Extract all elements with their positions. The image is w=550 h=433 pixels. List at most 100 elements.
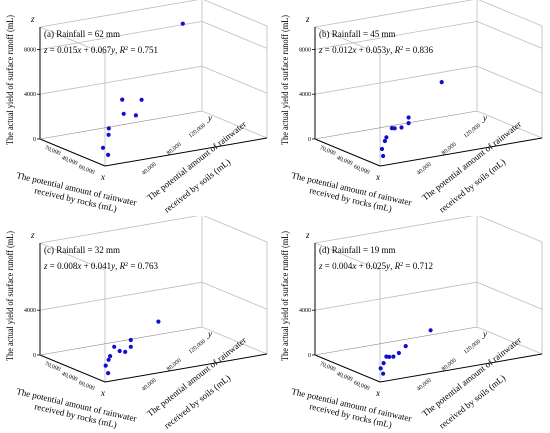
grid-line bbox=[39, 242, 106, 271]
grid-line bbox=[314, 65, 478, 95]
z-axis-letter: z bbox=[305, 14, 310, 24]
y-axis bbox=[104, 353, 268, 383]
y-axis bbox=[379, 353, 543, 383]
grid-line bbox=[314, 0, 474, 28]
y-tick-label: 40,000 bbox=[416, 378, 433, 393]
x-axis-letter: x bbox=[375, 388, 380, 398]
data-point bbox=[391, 354, 396, 359]
data-point bbox=[379, 146, 385, 152]
x-axis-letter: x bbox=[375, 172, 380, 182]
data-point bbox=[117, 348, 122, 354]
regression-equation: z = 0.004x + 0.025y, R2 = 0.712 bbox=[318, 261, 433, 271]
x-tick-label: 70,000 bbox=[319, 361, 337, 373]
y-tick-label: 40,000 bbox=[141, 378, 158, 393]
x-axis-letter: x bbox=[100, 388, 105, 398]
z-axis-label: The actual yield of surface runoff (mL) bbox=[5, 231, 15, 361]
data-point bbox=[128, 344, 133, 349]
data-point bbox=[108, 354, 113, 359]
grid-line bbox=[39, 0, 199, 28]
y-axis-letter: y bbox=[482, 329, 487, 339]
data-point bbox=[106, 371, 111, 376]
grid-line bbox=[201, 21, 268, 49]
grid-line bbox=[201, 326, 268, 355]
grid-line bbox=[203, 216, 268, 243]
data-point bbox=[112, 344, 117, 349]
x-tick-label: 40,000 bbox=[61, 371, 79, 383]
y-tick-label: 120,000 bbox=[463, 339, 482, 356]
z-axis-label: The actual yield of surface runoff (mL) bbox=[5, 15, 15, 145]
data-point bbox=[384, 135, 389, 140]
x-axis bbox=[39, 354, 106, 383]
panel-title: (a) Rainfall = 62 mm bbox=[44, 29, 120, 39]
floor-edge bbox=[39, 110, 203, 140]
grid-line bbox=[39, 65, 203, 95]
grid-line bbox=[39, 26, 106, 55]
y-tick-label: 120,000 bbox=[463, 123, 482, 140]
data-point bbox=[387, 354, 392, 359]
z-tick-label: 0 bbox=[308, 353, 311, 359]
x-tick-label: 60,000 bbox=[353, 380, 371, 392]
z-axis-letter: z bbox=[305, 230, 310, 240]
grid-line bbox=[476, 110, 543, 139]
x-tick-label: 70,000 bbox=[319, 145, 337, 157]
data-point bbox=[382, 138, 387, 144]
regression-equation: z = 0.015x + 0.067y, R2 = 0.751 bbox=[43, 45, 158, 55]
x-tick-label: 40,000 bbox=[336, 371, 354, 383]
x-tick-label: 60,000 bbox=[353, 164, 371, 176]
data-point bbox=[392, 126, 397, 131]
panel-title: (c) Rainfall = 32 mm bbox=[44, 245, 120, 255]
z-tick-label: 0 bbox=[33, 353, 36, 359]
z-axis-letter: z bbox=[30, 14, 35, 24]
data-point bbox=[106, 132, 111, 137]
x-tick-label: 70,000 bbox=[44, 145, 62, 157]
z-tick-label: 0 bbox=[308, 137, 311, 143]
panel-title: (b) Rainfall = 45 mm bbox=[319, 29, 396, 39]
z-tick-label: 4000 bbox=[299, 92, 311, 98]
grid-line bbox=[478, 216, 543, 243]
y-tick-label: 40,000 bbox=[416, 162, 433, 177]
grid-line bbox=[39, 216, 199, 244]
y-axis bbox=[104, 137, 268, 167]
y-axis-letter: y bbox=[207, 329, 212, 339]
data-point bbox=[139, 97, 144, 102]
data-point bbox=[180, 21, 185, 26]
grid-line bbox=[314, 26, 381, 55]
data-point bbox=[100, 145, 106, 150]
data-point bbox=[399, 125, 404, 130]
regression-equation: z = 0.008x + 0.041y, R2 = 0.763 bbox=[43, 261, 158, 271]
y-tick-label: 120,000 bbox=[188, 123, 207, 140]
data-point bbox=[378, 366, 383, 371]
data-point bbox=[106, 152, 111, 157]
y-axis-letter: y bbox=[482, 113, 487, 123]
grid-line bbox=[476, 65, 543, 94]
data-point bbox=[133, 113, 138, 118]
grid-line bbox=[203, 0, 268, 27]
data-point bbox=[156, 319, 161, 324]
grid-line bbox=[201, 281, 268, 310]
data-point bbox=[120, 97, 125, 102]
grid-line bbox=[314, 21, 478, 50]
z-tick-label: 4000 bbox=[24, 92, 36, 98]
grid-line bbox=[201, 110, 268, 139]
grid-line bbox=[314, 216, 474, 244]
data-point bbox=[403, 344, 408, 349]
data-point bbox=[428, 328, 433, 333]
floor-edge bbox=[314, 110, 478, 140]
grid-line bbox=[314, 281, 478, 311]
x-tick-label: 70,000 bbox=[44, 361, 62, 373]
data-point bbox=[381, 361, 386, 366]
x-tick-label: 40,000 bbox=[61, 155, 79, 167]
floor-edge bbox=[314, 326, 478, 356]
panel-title: (d) Rainfall = 19 mm bbox=[319, 245, 396, 255]
y-tick-label: 120,000 bbox=[188, 339, 207, 356]
grid-line bbox=[476, 281, 543, 310]
grid-line bbox=[39, 21, 203, 50]
z-tick-label: 0 bbox=[33, 137, 36, 143]
grid-line bbox=[201, 65, 268, 94]
z-axis-label: The actual yield of surface runoff (mL) bbox=[280, 15, 290, 145]
data-point bbox=[381, 153, 386, 159]
